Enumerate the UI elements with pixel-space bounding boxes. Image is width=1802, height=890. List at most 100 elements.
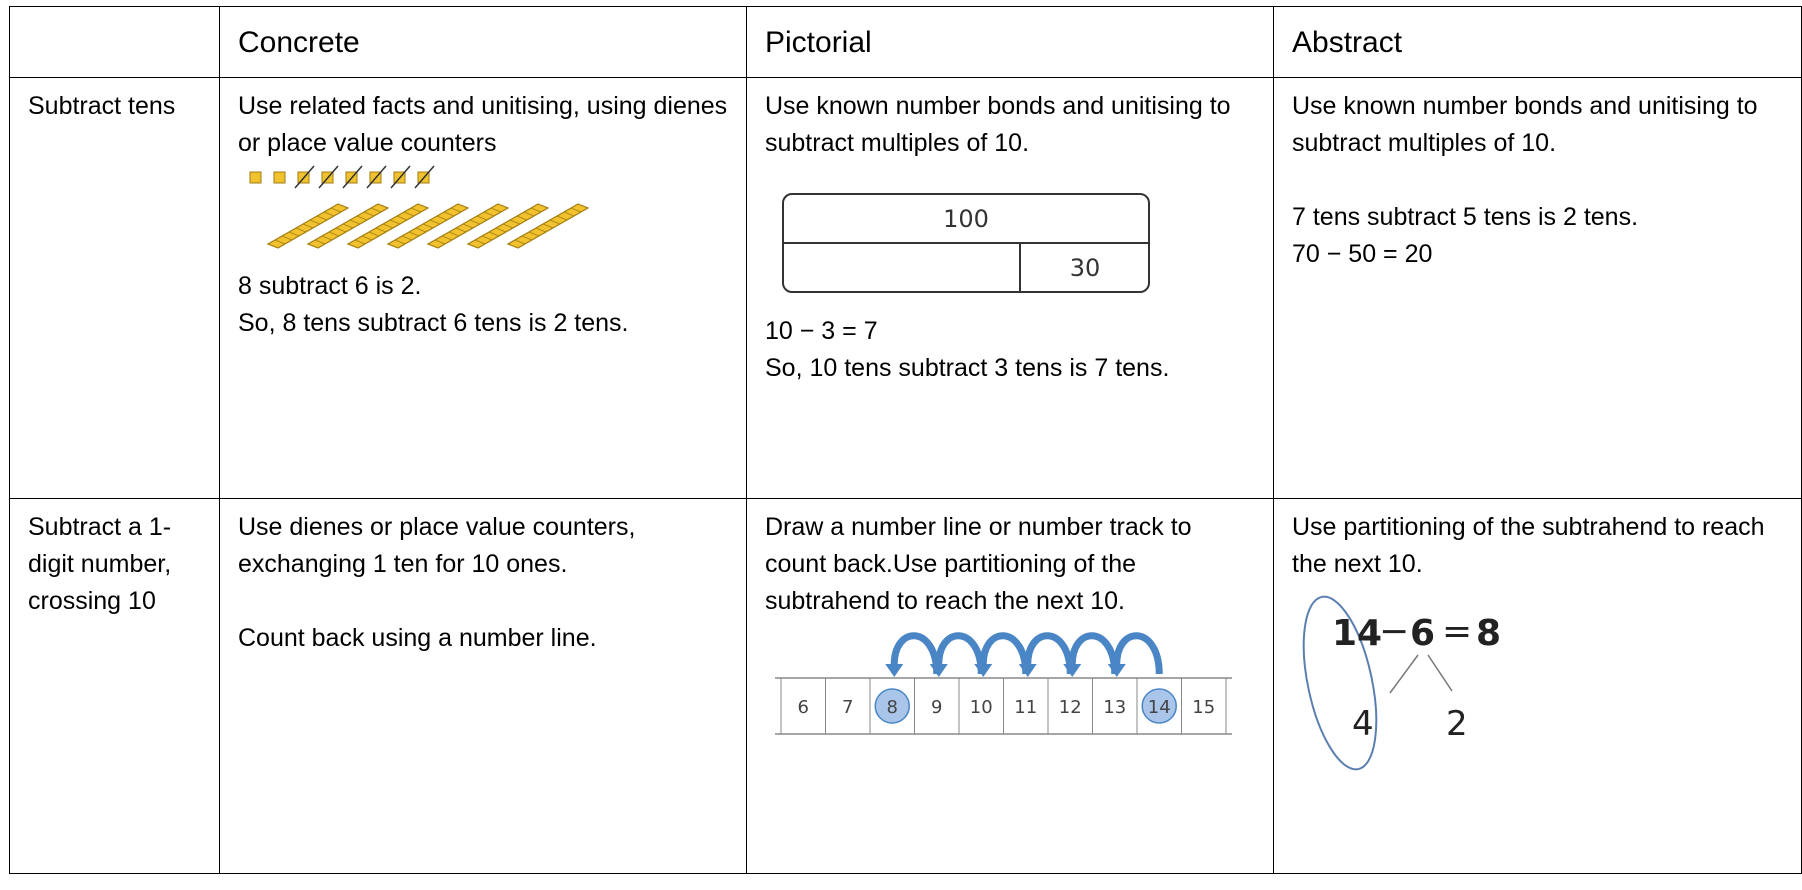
hop-arc	[1068, 632, 1119, 675]
rod-seg	[302, 223, 314, 229]
unit-cube	[273, 171, 286, 184]
bar-part: 30	[1070, 254, 1101, 282]
rod-seg	[469, 219, 481, 225]
cross-out	[342, 165, 363, 189]
track-number: 14	[1148, 697, 1171, 718]
cell: Use related facts and unitising, using d…	[219, 77, 747, 499]
ellipse	[1302, 595, 1378, 771]
part: 2	[1446, 704, 1468, 744]
hop-arc	[979, 632, 1030, 675]
rod-seg	[443, 211, 455, 217]
text: Use partitioning of the subtrahend to re…	[1292, 513, 1765, 578]
cross-out	[294, 165, 315, 189]
rod-seg	[335, 227, 347, 233]
text: 7 tens subtract 5 tens is 2 tens.	[1292, 203, 1639, 231]
rod-seg	[410, 207, 422, 213]
rod-seg	[389, 219, 401, 225]
hop-arrow	[885, 664, 904, 677]
header-cell: Pictorial	[746, 6, 1274, 78]
rod-seg	[363, 211, 375, 217]
text: 10 − 3 = 7	[765, 317, 878, 345]
text: Use known number bonds and unitising to …	[765, 92, 1231, 157]
rod-seg	[516, 215, 528, 221]
cell: Draw a number line or number track to co…	[746, 498, 1274, 874]
rod-seg	[314, 239, 326, 245]
rod-seg	[556, 215, 568, 221]
rod-seg	[295, 227, 307, 233]
cell: Use known number bonds and unitising to …	[1273, 77, 1802, 499]
rod-seg	[342, 223, 354, 229]
track-number: 8	[887, 697, 898, 718]
rod-seg	[521, 235, 533, 241]
cell: Use partitioning of the subtrahend to re…	[1273, 498, 1802, 874]
expr-term: 8	[1476, 613, 1501, 654]
rod-seg	[495, 227, 507, 233]
rod-seg	[535, 227, 547, 233]
rod-seg	[403, 211, 415, 217]
rod-seg	[530, 207, 542, 213]
expr-op: −	[1379, 611, 1409, 652]
track-number: 6	[798, 697, 809, 718]
text: Draw a number line or number track to co…	[765, 513, 1192, 615]
dienes-picture	[249, 165, 590, 249]
text: Use dienes or place value counters, exch…	[238, 513, 636, 578]
rod-seg	[288, 231, 300, 237]
track-number: 15	[1192, 697, 1215, 718]
row-label: Subtract a 1-digit number, crossing 10	[9, 498, 220, 874]
text: Use related facts and unitising, using d…	[238, 92, 728, 157]
rod-seg	[330, 207, 342, 213]
rod-seg	[436, 215, 448, 221]
rod-seg	[542, 223, 554, 229]
rod-seg	[349, 219, 361, 225]
corner-cell	[9, 6, 220, 78]
hop-arc	[935, 632, 985, 675]
rod-seg	[429, 219, 441, 225]
row: Subtract tens Use related facts and unit…	[9, 77, 1802, 499]
rod-seg	[474, 239, 486, 245]
part: 4	[1352, 704, 1374, 744]
text: So, 10 tens subtract 3 tens is 7 tens.	[765, 354, 1170, 382]
rod-seg	[483, 211, 495, 217]
hop-arc	[1113, 632, 1163, 675]
hop-arc	[1024, 632, 1074, 675]
bar-model: 100 30	[782, 193, 1150, 293]
rod-seg	[481, 235, 493, 241]
rod-seg	[523, 211, 535, 217]
text: 8 subtract 6 is 2.	[238, 272, 422, 300]
track-number: 7	[842, 697, 853, 718]
rod-seg	[382, 223, 394, 229]
rod-seg	[450, 207, 462, 213]
track-number: 12	[1059, 697, 1082, 718]
hop-arc	[890, 632, 941, 675]
rod-seg	[309, 219, 321, 225]
rod-seg	[356, 215, 368, 221]
rod-seg	[408, 231, 420, 237]
rod-seg	[401, 235, 413, 241]
track-number: 9	[931, 697, 942, 718]
rod-seg	[490, 207, 502, 213]
row-label: Subtract tens	[9, 77, 220, 499]
rod-seg	[570, 207, 582, 213]
rod-seg	[396, 215, 408, 221]
unit-cube	[249, 171, 262, 184]
cell: Use dienes or place value counters, exch…	[219, 498, 747, 874]
rod-seg	[370, 207, 382, 213]
rod-seg	[462, 223, 474, 229]
text: Use known number bonds and unitising to …	[1292, 92, 1758, 157]
rod-seg	[328, 231, 340, 237]
track-circle	[1141, 688, 1177, 724]
rod-seg	[514, 239, 526, 245]
header-row: Concrete Pictorial Abstract	[9, 6, 1802, 78]
number-track: 6 7 8 9 10 11 12 13 14 15	[775, 632, 1232, 735]
expr-op: =	[1442, 611, 1472, 652]
rod-seg	[321, 235, 333, 241]
rod-seg	[316, 215, 328, 221]
rod-seg	[448, 231, 460, 237]
text: 70 − 50 = 20	[1292, 240, 1433, 268]
rod-seg	[354, 239, 366, 245]
cross-out	[366, 165, 387, 189]
partition-diagram: 14 − 6 = 8 4 2	[1302, 595, 1501, 771]
rod-seg	[361, 235, 373, 241]
rod-seg	[509, 219, 521, 225]
rod-seg	[394, 239, 406, 245]
